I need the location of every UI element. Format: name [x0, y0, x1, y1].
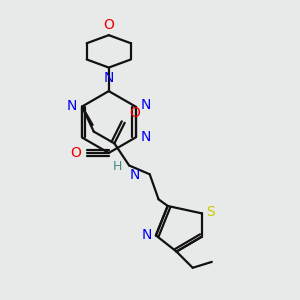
Text: N: N [141, 130, 151, 145]
Text: N: N [141, 98, 151, 112]
Text: H: H [112, 160, 122, 173]
Text: S: S [206, 205, 214, 219]
Text: O: O [129, 106, 140, 120]
Text: O: O [70, 146, 81, 160]
Text: N: N [103, 71, 114, 85]
Text: N: N [130, 168, 140, 182]
Text: N: N [66, 99, 77, 113]
Text: N: N [141, 228, 152, 242]
Text: O: O [103, 18, 114, 32]
